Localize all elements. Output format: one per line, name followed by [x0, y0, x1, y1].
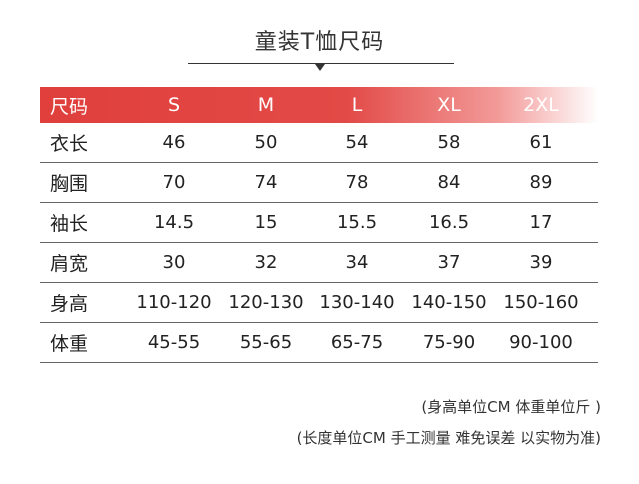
- table-cell: 58: [437, 132, 461, 153]
- table-row: 肩宽 30 32 34 37 39: [40, 243, 598, 283]
- row-label: 体重: [50, 333, 89, 355]
- table-cell: 45-55: [147, 332, 201, 353]
- header-size-l: L: [351, 94, 363, 116]
- table-cell: 50: [254, 132, 278, 153]
- row-label: 胸围: [50, 173, 89, 195]
- table-row: 身高 110-120 120-130 130-140 140-150 150-1…: [40, 283, 598, 323]
- table-cell: 30: [162, 252, 186, 273]
- row-label: 衣长: [50, 133, 89, 155]
- unit-note-length: (长度单位CM 手工测量 难免误差 以实物为准): [296, 429, 601, 447]
- table-cell: 15.5: [336, 212, 378, 233]
- size-chart-table: 尺码 S M L XL 2XL 衣长 46 50 54 58 61 胸围 70 …: [40, 87, 598, 363]
- table-cell: 61: [529, 132, 553, 153]
- table-cell: 39: [529, 252, 553, 273]
- row-label: 袖长: [50, 213, 89, 235]
- table-cell: 46: [162, 132, 186, 153]
- table-cell: 150-160: [503, 292, 579, 313]
- table-cell: 54: [345, 132, 369, 153]
- table-header-row: 尺码 S M L XL 2XL: [40, 87, 598, 123]
- header-size-m: M: [257, 94, 275, 116]
- table-cell: 17: [529, 212, 553, 233]
- table-cell: 130-140: [319, 292, 395, 313]
- table-row: 衣长 46 50 54 58 61: [40, 123, 598, 163]
- table-cell: 65-75: [330, 332, 384, 353]
- table-cell: 75-90: [422, 332, 476, 353]
- table-cell: 110-120: [136, 292, 212, 313]
- table-cell: 15: [254, 212, 278, 233]
- table-cell: 34: [345, 252, 369, 273]
- header-size-s: S: [167, 94, 181, 116]
- table-cell: 78: [345, 172, 369, 193]
- table-cell: 70: [162, 172, 186, 193]
- table-cell: 90-100: [509, 332, 573, 353]
- table-cell: 16.5: [428, 212, 470, 233]
- table-cell: 14.5: [153, 212, 195, 233]
- table-cell: 32: [254, 252, 278, 273]
- header-size-2xl: 2XL: [523, 94, 559, 116]
- table-cell: 74: [254, 172, 278, 193]
- down-arrow-icon: [315, 64, 325, 71]
- unit-note-body: (身高单位CM 体重单位斤 ): [421, 398, 601, 416]
- table-cell: 120-130: [228, 292, 304, 313]
- table-row: 胸围 70 74 78 84 89: [40, 163, 598, 203]
- table-cell: 84: [437, 172, 461, 193]
- table-cell: 89: [529, 172, 553, 193]
- header-size-xl: XL: [437, 94, 461, 116]
- row-label: 身高: [50, 293, 89, 315]
- title-underline: [188, 63, 454, 64]
- row-label: 肩宽: [50, 253, 89, 275]
- table-cell: 55-65: [239, 332, 293, 353]
- table-cell: 140-150: [411, 292, 487, 313]
- table-row: 体重 45-55 55-65 65-75 75-90 90-100: [40, 323, 598, 363]
- page-title: 童装T恤尺码: [254, 30, 385, 55]
- table-row: 袖长 14.5 15 15.5 16.5 17: [40, 203, 598, 243]
- table-cell: 37: [437, 252, 461, 273]
- header-label: 尺码: [50, 95, 89, 118]
